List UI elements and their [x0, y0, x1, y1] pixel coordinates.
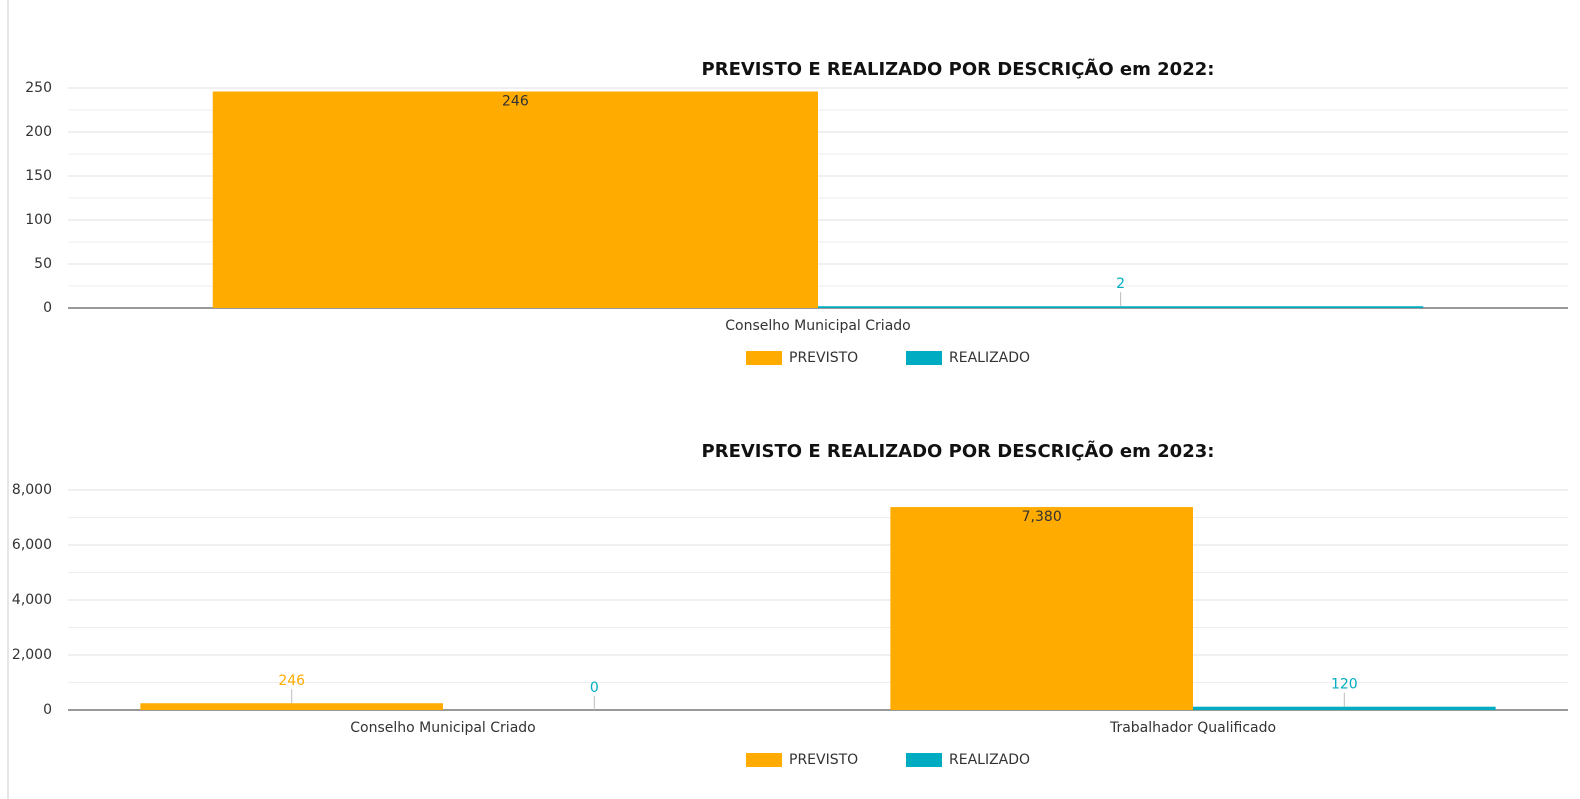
- y-tick-label: 100: [25, 212, 52, 228]
- data-label: 0: [590, 680, 599, 696]
- chart-title: PREVISTO E REALIZADO POR DESCRIÇÃO em 20…: [702, 439, 1215, 462]
- legend-label: PREVISTO: [789, 752, 858, 768]
- bar: [140, 703, 443, 710]
- legend-label: REALIZADO: [949, 350, 1030, 366]
- bar: [1193, 706, 1496, 710]
- y-tick-label: 6,000: [12, 537, 52, 553]
- y-tick-label: 2,000: [12, 647, 52, 663]
- bar: [818, 306, 1424, 308]
- bar: [890, 507, 1193, 710]
- y-tick-label: 50: [34, 256, 52, 272]
- legend-swatch: [746, 753, 782, 767]
- x-tick-label: Conselho Municipal Criado: [350, 720, 535, 736]
- legend-label: REALIZADO: [949, 752, 1030, 768]
- data-label: 246: [278, 673, 305, 689]
- data-label: 7,380: [1022, 509, 1062, 525]
- data-label: 2: [1116, 276, 1125, 292]
- data-label: 246: [502, 94, 529, 110]
- x-tick-label: Conselho Municipal Criado: [725, 318, 910, 334]
- legend-swatch: [906, 753, 942, 767]
- bar: [212, 91, 818, 309]
- y-tick-label: 8,000: [12, 482, 52, 498]
- y-tick-label: 0: [43, 300, 52, 316]
- x-tick-label: Trabalhador Qualificado: [1109, 720, 1276, 736]
- legend-swatch: [746, 351, 782, 365]
- legend-swatch: [906, 351, 942, 365]
- legend-label: PREVISTO: [789, 350, 858, 366]
- chart-title: PREVISTO E REALIZADO POR DESCRIÇÃO em 20…: [702, 57, 1215, 80]
- y-tick-label: 150: [25, 168, 52, 184]
- y-tick-label: 0: [43, 702, 52, 718]
- data-label: 120: [1331, 677, 1358, 693]
- y-tick-label: 200: [25, 124, 52, 140]
- y-tick-label: 250: [25, 80, 52, 96]
- y-tick-label: 4,000: [12, 592, 52, 608]
